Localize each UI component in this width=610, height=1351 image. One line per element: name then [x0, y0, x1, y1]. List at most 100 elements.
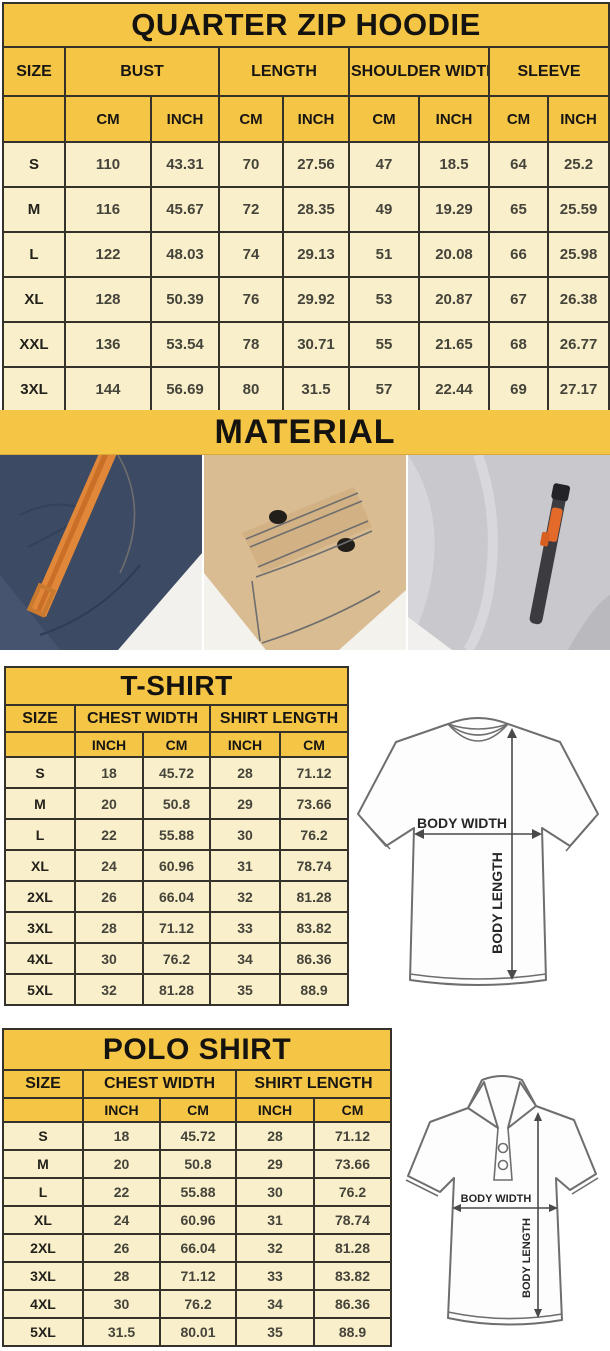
- table-row: 5XL 31.5 80.01 35 88.9: [2, 1317, 392, 1347]
- hoodie-unit-header: CM: [348, 95, 420, 143]
- measurement-cell: 71.12: [278, 756, 350, 789]
- measurement-cell: 45.72: [142, 756, 211, 789]
- table-row: 4XL 30 76.2 34 86.36: [4, 942, 350, 975]
- polo-body-length-label: BODY LENGTH: [521, 1218, 533, 1298]
- measurement-cell: 136: [64, 321, 152, 368]
- measurement-cell: 83.82: [313, 1261, 392, 1291]
- tshirt-unit-header: CM: [142, 731, 211, 758]
- measurement-cell: 81.28: [313, 1233, 392, 1263]
- table-row: 5XL 32 81.28 35 88.9: [4, 973, 350, 1006]
- measurement-cell: 45.67: [150, 186, 220, 233]
- polo-unit-header: INCH: [82, 1097, 161, 1123]
- measurement-cell: 68: [488, 321, 549, 368]
- tshirt-unit-header: CM: [278, 731, 350, 758]
- measurement-cell: 30: [209, 818, 281, 851]
- polo-unit-header: CM: [313, 1097, 392, 1123]
- size-label: 2XL: [4, 880, 76, 913]
- measurement-cell: 60.96: [159, 1205, 237, 1235]
- table-row: 4XL 30 76.2 34 86.36: [2, 1289, 392, 1319]
- measurement-cell: 28.35: [282, 186, 350, 233]
- measurement-cell: 66.04: [142, 880, 211, 913]
- measurement-cell: 27.17: [546, 366, 610, 413]
- measurement-cell: 57: [348, 366, 420, 413]
- measurement-cell: 18: [74, 756, 144, 789]
- material-photo-navy-strap: [0, 455, 202, 650]
- measurement-cell: 20: [74, 787, 144, 820]
- size-label: 3XL: [4, 911, 76, 944]
- measurement-cell: 66: [488, 231, 549, 278]
- measurement-cell: 144: [64, 366, 152, 413]
- measurement-cell: 73.66: [278, 787, 350, 820]
- measurement-cell: 78.74: [278, 849, 350, 882]
- hoodie-unit-header: INCH: [282, 95, 350, 143]
- tshirt-unit-header: INCH: [209, 731, 281, 758]
- size-label: XL: [4, 849, 76, 882]
- polo-unit-header: INCH: [235, 1097, 315, 1123]
- tshirt-body-length-label: BODY LENGTH: [489, 852, 505, 954]
- measurement-cell: 20: [82, 1149, 161, 1179]
- measurement-cell: 53: [348, 276, 420, 323]
- measurement-cell: 26.38: [546, 276, 610, 323]
- measurement-cell: 33: [235, 1261, 315, 1291]
- size-label: L: [2, 1177, 84, 1207]
- measurement-cell: 76: [218, 276, 284, 323]
- table-row: L 22 55.88 30 76.2: [2, 1177, 392, 1207]
- material-section-title: MATERIAL: [0, 410, 610, 455]
- measurement-cell: 22.44: [418, 366, 490, 413]
- measurement-cell: 35: [209, 973, 281, 1006]
- measurement-cell: 81.28: [142, 973, 211, 1006]
- tshirt-col-size: SIZE: [4, 704, 76, 733]
- measurement-cell: 53.54: [150, 321, 220, 368]
- table-row: M 116 45.67 72 28.35 49 19.29 65 25.59: [2, 186, 610, 233]
- measurement-cell: 26.77: [546, 321, 610, 368]
- measurement-cell: 50.39: [150, 276, 220, 323]
- tshirt-unit-header: INCH: [74, 731, 144, 758]
- measurement-cell: 51: [348, 231, 420, 278]
- hoodie-unit-header: CM: [64, 95, 152, 143]
- measurement-cell: 60.96: [142, 849, 211, 882]
- tshirt-body-width-label: BODY WIDTH: [417, 815, 507, 831]
- size-label: 3XL: [2, 366, 66, 413]
- measurement-cell: 30: [82, 1289, 161, 1319]
- table-row: 3XL 28 71.12 33 83.82: [2, 1261, 392, 1291]
- measurement-cell: 45.72: [159, 1121, 237, 1151]
- measurement-cell: 71.12: [313, 1121, 392, 1151]
- table-row: 3XL 28 71.12 33 83.82: [4, 911, 350, 944]
- polo-table-title: POLO SHIRT: [2, 1028, 392, 1071]
- measurement-cell: 31.5: [282, 366, 350, 413]
- polo-table-body: S 18 45.72 28 71.12 M 20 50.8 29 73.66 L 22 55.88 30 7…: [2, 1121, 392, 1347]
- hoodie-col-size: SIZE: [2, 46, 66, 97]
- hoodie-unit-header: CM: [488, 95, 549, 143]
- measurement-cell: 32: [209, 880, 281, 913]
- measurement-cell: 55.88: [142, 818, 211, 851]
- measurement-cell: 80.01: [159, 1317, 237, 1347]
- measurement-cell: 22: [82, 1177, 161, 1207]
- measurement-cell: 30: [235, 1177, 315, 1207]
- measurement-cell: 81.28: [278, 880, 350, 913]
- tshirt-col-chest-width: CHEST WIDTH: [74, 704, 211, 733]
- measurement-cell: 32: [74, 973, 144, 1006]
- hoodie-col-sleeve: SLEEVE: [487, 46, 610, 97]
- measurement-cell: 64: [488, 141, 549, 188]
- measurement-cell: 28: [82, 1261, 161, 1291]
- measurement-cell: 33: [209, 911, 281, 944]
- measurement-cell: 31: [235, 1205, 315, 1235]
- size-label: M: [2, 1149, 84, 1179]
- measurement-cell: 27.56: [282, 141, 350, 188]
- size-label: 3XL: [2, 1261, 84, 1291]
- table-row: L 122 48.03 74 29.13 51 20.08 66 25.98: [2, 231, 610, 278]
- hoodie-blank-cell: [2, 95, 66, 143]
- measurement-cell: 56.69: [150, 366, 220, 413]
- tshirt-table-body: S 18 45.72 28 71.12 M 20 50.8 29 73.66 L 22 55.88 30 7…: [4, 756, 350, 1006]
- size-label: S: [2, 141, 66, 188]
- tshirt-col-shirt-length: SHIRT LENGTH: [208, 704, 350, 733]
- size-label: 5XL: [4, 973, 76, 1006]
- measurement-cell: 72: [218, 186, 284, 233]
- measurement-cell: 31.5: [82, 1317, 161, 1347]
- measurement-cell: 67: [488, 276, 549, 323]
- measurement-cell: 88.9: [278, 973, 350, 1006]
- hoodie-unit-header: INCH: [150, 95, 220, 143]
- size-label: 2XL: [2, 1233, 84, 1263]
- measurement-cell: 83.82: [278, 911, 350, 944]
- measurement-cell: 29.92: [282, 276, 350, 323]
